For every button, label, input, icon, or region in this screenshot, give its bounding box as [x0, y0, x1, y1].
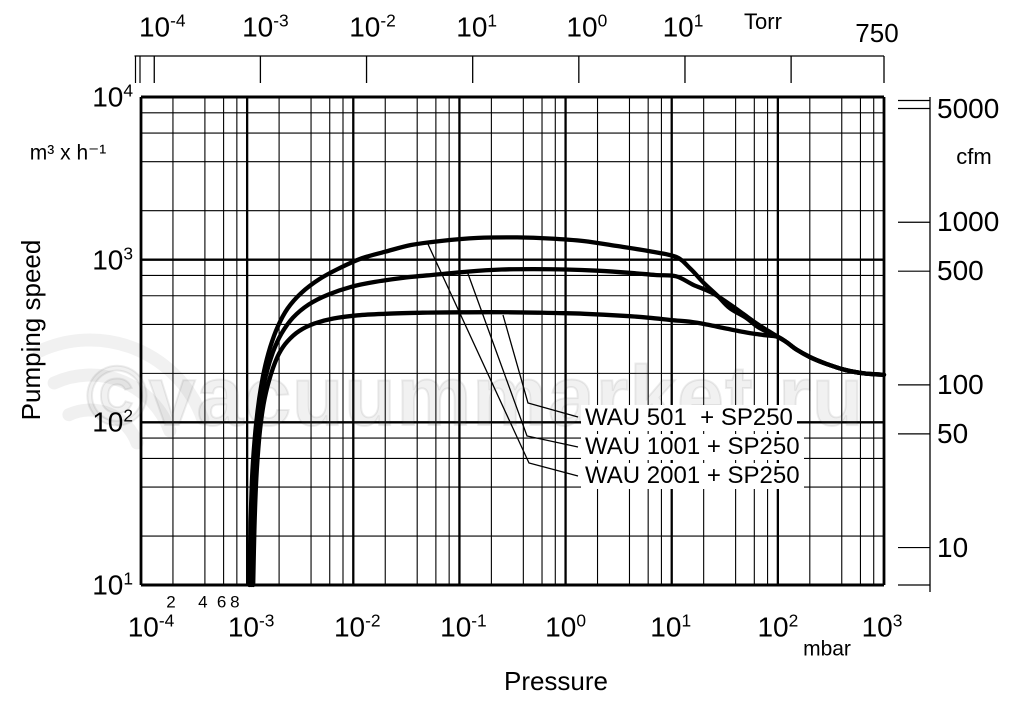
series-leader-line — [466, 270, 579, 448]
curve-wau-2001-+-sp250 — [247, 235, 887, 588]
curve-wau-501-+-sp250 — [251, 310, 887, 588]
series-leader-line — [426, 241, 579, 477]
series-leader-line — [502, 314, 579, 418]
